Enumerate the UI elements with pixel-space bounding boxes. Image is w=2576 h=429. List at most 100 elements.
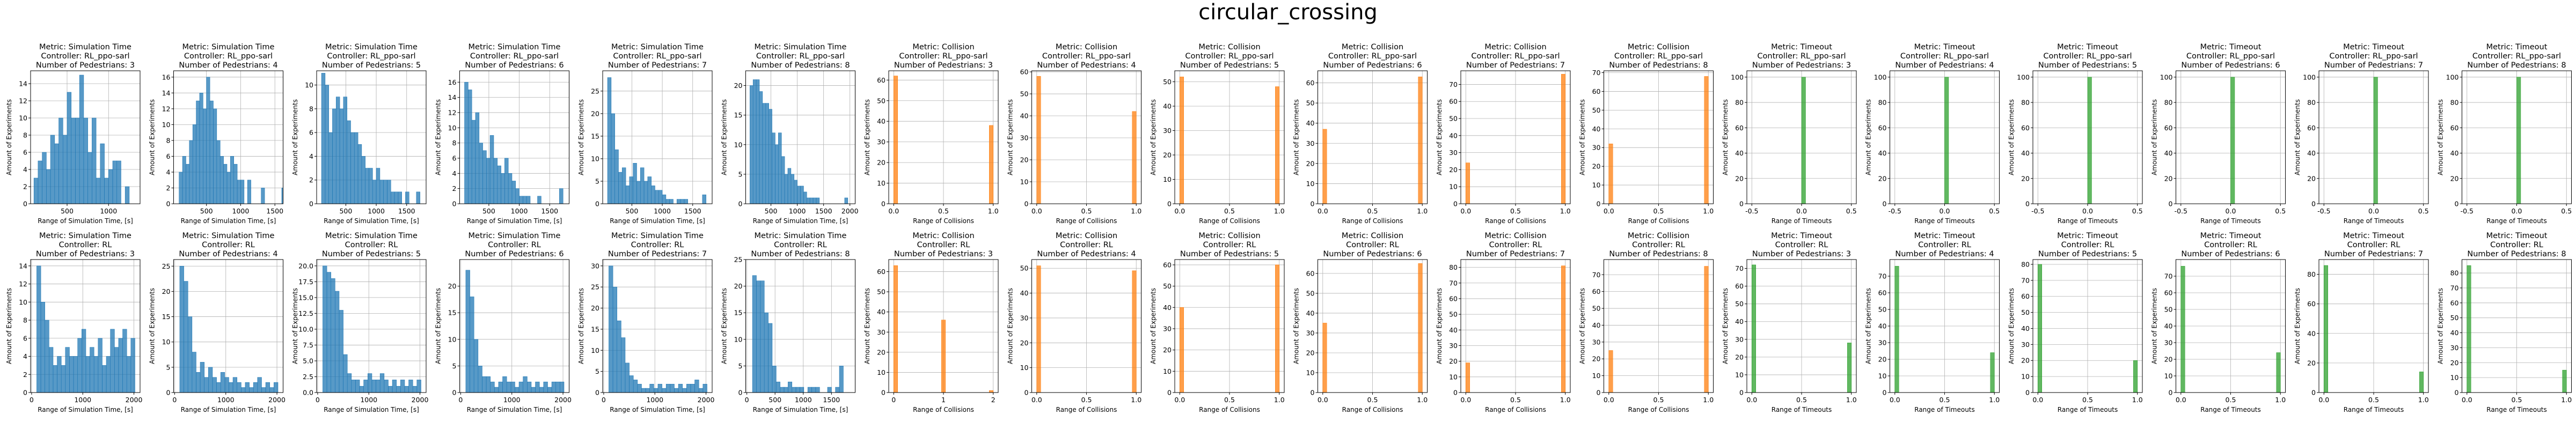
- subplot-5: 0 5 10 15 20 25 500 1000 1500 Range of Simulation…: [577, 43, 713, 225]
- y-tick-label: 80: [2164, 99, 2173, 107]
- y-tick-label: 25: [591, 283, 599, 291]
- subplot-title-line: Controller: RL: [488, 241, 541, 249]
- y-tick-label: 14: [162, 89, 171, 97]
- histogram-bar: [65, 347, 70, 393]
- y-tick-label: 5: [452, 362, 457, 370]
- histogram-bar: [827, 387, 832, 393]
- subplot-title-line: Metric: Simulation Time: [182, 43, 275, 51]
- histogram-bars: [321, 73, 420, 204]
- histogram-bar: [636, 181, 641, 204]
- histogram-bar: [233, 164, 238, 204]
- subplot-26: 0 10 20 30 40 50 0.0 0.5 1.0 Range of Collisions A…: [1007, 232, 1142, 413]
- y-tick-label: 0: [2455, 200, 2459, 208]
- subplot-title-line: Controller: RL_ppo-sarl: [470, 52, 559, 61]
- y-tick-label: 20: [1735, 174, 1744, 182]
- subplot-27: 0 10 20 30 40 50 60 0.0 0.5 1.0 Range of Collision…: [1150, 232, 1285, 413]
- histogram-bar: [792, 387, 796, 393]
- histogram-bar: [108, 169, 113, 204]
- subplot-title-line: Number of Pedestrians: 3: [894, 250, 993, 258]
- subplot-title-line: Number of Pedestrians: 8: [751, 61, 850, 70]
- y-axis-label: Amount of Experiments: [2151, 288, 2158, 364]
- y-tick-label: 50: [2164, 306, 2173, 314]
- histogram-bar: [416, 191, 420, 204]
- x-tick-label: 0.5: [1224, 207, 1235, 215]
- y-axis-label: Amount of Experiments: [1865, 99, 1872, 175]
- histogram-bar: [82, 329, 86, 393]
- subplot-title-line: Controller: RL: [1775, 241, 1828, 249]
- y-tick-label: 10: [19, 114, 27, 122]
- histogram-bar: [396, 386, 401, 393]
- histogram-bar: [212, 377, 217, 393]
- subplot-28: 0 10 20 30 40 50 60 0.0 0.5 1.0 Range of Collision…: [1293, 232, 1428, 413]
- y-tick-label: 10: [591, 154, 599, 162]
- histogram-bar: [835, 387, 840, 393]
- subplot-title-line: Number of Pedestrians: 4: [179, 61, 277, 70]
- subplot-33: 0 10 20 30 40 50 60 70 80 0.0 0.5 1.0 Range of Timeo…: [2008, 232, 2143, 413]
- histogram-bar: [543, 381, 548, 393]
- subplot-title-line: Controller: RL: [2204, 241, 2257, 249]
- y-tick-label: 20: [2307, 359, 2316, 367]
- histogram-bar: [612, 286, 617, 393]
- histogram-bar: [343, 354, 348, 393]
- y-tick-label: 0: [309, 200, 313, 208]
- histogram-bar: [765, 103, 769, 204]
- axes-frame: [745, 259, 855, 393]
- histogram-bar: [647, 176, 652, 204]
- y-tick-label: 40: [2021, 149, 2030, 157]
- histogram-bar: [230, 156, 235, 204]
- histogram-bar: [531, 387, 536, 393]
- subplot-title-line: Number of Pedestrians: 4: [1895, 61, 1994, 70]
- subplot-3: 0 2 4 6 8 10 500 1000 1500 Range of Simulation Ti…: [291, 43, 427, 225]
- histogram-bar: [75, 117, 80, 204]
- y-tick-label: 0: [166, 389, 171, 397]
- histogram-bar: [465, 270, 470, 393]
- y-axis-label: Amount of Experiments: [1579, 99, 1586, 175]
- y-tick-label: 20: [2164, 174, 2173, 182]
- subplot-19: 0 2 4 6 8 10 12 14 0 1000 2000 Range of Simulation …: [5, 232, 143, 413]
- x-tick-label: 500: [482, 207, 495, 215]
- y-tick-label: 0: [166, 200, 171, 208]
- histogram-bars: [2516, 77, 2521, 204]
- histogram-bar: [57, 356, 62, 393]
- y-tick-label: 12: [448, 108, 457, 116]
- y-axis-label: Amount of Experiments: [721, 99, 728, 175]
- y-tick-label: 40: [1163, 304, 1172, 312]
- histogram-bar: [179, 172, 183, 204]
- histogram-bar: [698, 388, 704, 393]
- figure-title: circular_crossing: [1198, 0, 1378, 25]
- x-tick-label: -0.5: [2317, 207, 2330, 215]
- x-tick-label: 0: [316, 396, 320, 404]
- y-axis-label: Amount of Experiments: [2151, 99, 2158, 175]
- histogram-bar: [803, 191, 807, 204]
- x-tick-label: 0.5: [1367, 396, 1378, 404]
- histogram-bar: [2180, 266, 2185, 393]
- y-tick-label: 40: [1306, 119, 1315, 127]
- subplot-title-line: Controller: RL: [202, 241, 255, 249]
- histogram-bar: [331, 278, 335, 393]
- y-tick-label: 60: [2164, 289, 2173, 297]
- histogram-bar: [376, 168, 380, 204]
- y-tick-label: 0: [1024, 200, 1029, 208]
- histogram-bar: [116, 160, 121, 204]
- histogram-bar: [989, 125, 994, 204]
- histogram-bar: [321, 73, 326, 204]
- subplot-title-line: Metric: Simulation Time: [755, 232, 847, 240]
- histogram-bar: [247, 180, 251, 204]
- histogram-bar: [182, 156, 186, 204]
- x-tick-label: 0.5: [1653, 207, 1664, 215]
- histogram-bar: [633, 163, 637, 204]
- y-tick-label: 60: [2450, 299, 2459, 307]
- histogram-bar: [209, 100, 214, 204]
- y-tick-label: 80: [2021, 99, 2030, 107]
- subplot-title-line: Controller: RL_ppo-sarl: [899, 52, 987, 61]
- subplot-title-line: Metric: Simulation Time: [39, 232, 131, 240]
- x-axis-label: Range of Collisions: [1056, 406, 1117, 413]
- subplot-title-line: Number of Pedestrians: 3: [1752, 250, 1851, 258]
- histogram-bar: [844, 197, 848, 204]
- histogram-bar: [665, 383, 671, 393]
- histogram-bar: [806, 197, 810, 204]
- y-axis-label: Amount of Experiments: [721, 288, 728, 364]
- x-axis-label: Range of Collisions: [1628, 406, 1689, 413]
- x-tick-label: 500: [200, 207, 213, 215]
- histogram-bar: [53, 365, 57, 393]
